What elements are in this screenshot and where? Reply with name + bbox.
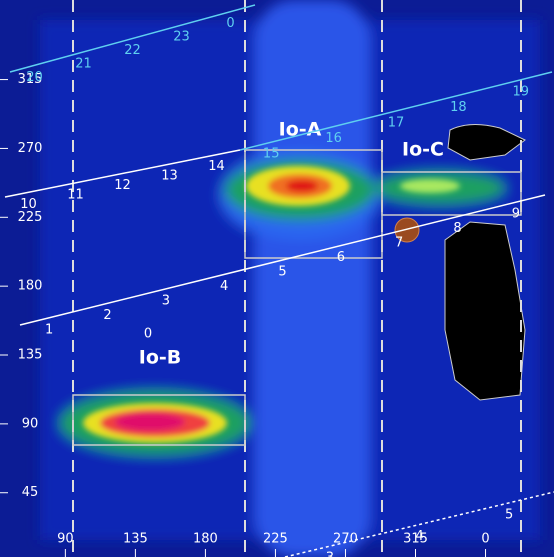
hour-label: 6 [337,250,345,265]
hour-label: 3 [162,293,170,308]
hour-label: 10 [20,197,37,212]
hour-label: 8 [453,221,461,236]
hour-label: 23 [173,30,190,45]
hour-label: 7 [395,236,403,251]
jupiter [394,217,420,243]
y-tick-label: 315 [18,72,43,87]
hour-line [19,194,546,326]
note-label: 0 [144,327,152,342]
boundaries [72,0,522,557]
hour-line [284,491,554,557]
hour-label: 5 [278,265,286,280]
hour-label: 22 [124,43,141,58]
hour-label: 0 [226,16,234,31]
y-tick-label: 90 [22,416,39,431]
hour-label: 4 [220,279,228,294]
region-label: Io-A [279,119,322,141]
hour-line [4,149,241,198]
x-tick-label: 180 [193,532,218,547]
region-label: Io-B [139,347,182,369]
null-region [444,221,526,401]
hour-label: 15 [263,147,280,162]
region-box [381,171,522,216]
hour-label: 1 [45,322,53,337]
emission-core [83,166,460,443]
x-tick-label: 315 [403,532,428,547]
hour-label: 5 [505,507,513,522]
y-tick-label: 180 [18,279,43,294]
y-tick-label: 135 [18,348,43,363]
hour-label: 17 [388,116,405,131]
x-tick-label: 0 [481,532,489,547]
hour-label: 9 [512,207,520,222]
hour-label: 12 [114,178,131,193]
hour-label: 21 [75,56,92,71]
region-box [72,394,246,446]
hour-label: 16 [325,131,342,146]
y-tick-label: 225 [18,210,43,225]
hour-label: 2 [103,308,111,323]
hour-label: 13 [161,169,178,184]
hour-label: 3 [326,551,334,557]
y-tick-label: 270 [18,141,43,156]
x-tick-label: 225 [263,532,288,547]
hour-label: 4 [415,529,423,544]
hour-line [9,4,256,73]
hour-line [239,71,553,151]
null-region [447,124,526,161]
y-tick-label: 45 [22,485,39,500]
x-tick-label: 135 [123,532,148,547]
hour-label: 18 [450,100,467,115]
region-label: Io-C [402,139,444,161]
hour-label: 20 [26,70,43,85]
hour-label: 14 [208,159,225,174]
hour-label: 19 [513,84,530,99]
x-tick-label: 270 [333,532,358,547]
x-tick-label: 90 [57,532,74,547]
hour-label: 11 [67,187,84,202]
